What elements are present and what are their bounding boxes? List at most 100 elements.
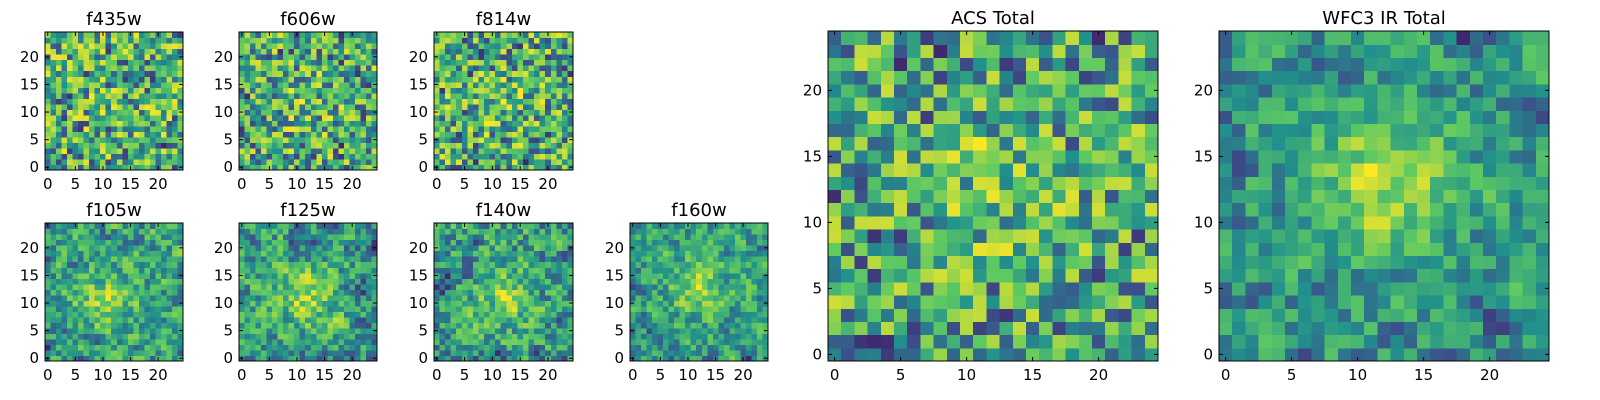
heatmap-cell — [72, 54, 79, 61]
heatmap-cell — [177, 322, 184, 329]
heatmap-cell — [144, 278, 151, 285]
heatmap-cell — [277, 103, 284, 110]
heatmap-cell — [729, 234, 736, 241]
heatmap-cell — [133, 54, 140, 61]
heatmap-cell — [933, 176, 948, 190]
heatmap-cell — [365, 114, 373, 121]
heatmap-cell — [450, 81, 457, 88]
heatmap-cell — [445, 261, 452, 268]
heatmap-cell — [332, 322, 339, 329]
heatmap-cell — [360, 349, 367, 357]
heatmap-cell — [500, 234, 507, 241]
heatmap-cell — [668, 245, 675, 252]
heatmap-cell — [679, 316, 686, 323]
heatmap-cell — [522, 245, 530, 252]
heatmap-cell — [261, 120, 268, 127]
heatmap-cell — [371, 87, 378, 94]
heatmap-cell — [149, 76, 156, 83]
heatmap-cell — [272, 37, 279, 44]
heatmap-cell — [277, 338, 284, 346]
heatmap-cell — [534, 305, 541, 312]
heatmap-cell — [349, 256, 356, 263]
heatmap-cell — [365, 136, 373, 143]
heatmap-cell — [250, 256, 257, 263]
heatmap-cell — [305, 338, 312, 346]
heatmap-cell — [495, 136, 502, 143]
heatmap-cell — [349, 81, 356, 88]
heatmap-cell — [83, 305, 90, 312]
heatmap-cell — [305, 59, 312, 66]
heatmap-cell — [528, 250, 535, 257]
heatmap-cell — [489, 142, 496, 149]
heatmap-cell — [663, 283, 670, 290]
heatmap-cell — [685, 311, 692, 318]
heatmap-cell — [122, 114, 129, 121]
heatmap-cell — [105, 349, 112, 357]
heatmap-cell — [266, 327, 273, 334]
heatmap-cell — [641, 234, 648, 241]
heatmap-cell — [239, 239, 246, 246]
heatmap-cell — [657, 256, 664, 263]
heatmap-cell — [72, 344, 79, 351]
heatmap-cell — [144, 300, 151, 307]
panel-title: f125w — [280, 200, 335, 221]
heatmap-cell — [338, 48, 345, 55]
heatmap-cell — [646, 338, 653, 346]
heatmap-cell — [78, 37, 85, 44]
heatmap-cell — [445, 87, 452, 94]
heatmap-cell — [138, 344, 145, 351]
heatmap-cell — [556, 87, 563, 94]
heatmap-cell — [484, 349, 491, 357]
heatmap-cell — [550, 76, 557, 83]
heatmap-cell — [83, 103, 90, 110]
heatmap-cell — [250, 245, 257, 252]
heatmap-cell — [61, 267, 68, 274]
heatmap-cell — [305, 316, 312, 323]
heatmap-cell — [1078, 163, 1093, 177]
heatmap-cell — [762, 223, 769, 230]
heatmap-cell — [343, 65, 350, 72]
heatmap-cell — [751, 278, 758, 285]
heatmap-cell — [327, 278, 334, 285]
heatmap-cell — [56, 65, 63, 72]
heatmap-cell — [456, 349, 463, 357]
heatmap-cell — [751, 267, 758, 274]
heatmap-cell — [116, 147, 123, 155]
heatmap-cell — [244, 305, 251, 312]
heatmap-cell — [745, 223, 753, 230]
heatmap-cell — [327, 349, 334, 357]
heatmap-cell — [933, 268, 948, 283]
heatmap-cell — [365, 120, 373, 127]
heatmap-cell — [456, 131, 463, 138]
heatmap-cell — [630, 228, 637, 235]
heatmap-cell — [272, 48, 279, 55]
heatmap-cell — [371, 76, 378, 83]
heatmap-cell — [439, 256, 446, 263]
heatmap-cell — [522, 289, 530, 296]
heatmap-cell — [127, 239, 134, 246]
heatmap-cell — [1105, 255, 1119, 270]
heatmap-cell — [745, 261, 753, 268]
heatmap-cell — [668, 316, 675, 323]
heatmap-cell — [138, 76, 145, 83]
heatmap-cell — [360, 43, 367, 50]
heatmap-cell — [641, 316, 648, 323]
heatmap-cell — [294, 289, 301, 296]
heatmap-cell — [472, 103, 480, 110]
heatmap-cell — [83, 87, 90, 94]
heatmap-cell — [327, 92, 334, 99]
heatmap-cell — [663, 316, 670, 323]
heatmap-cell — [310, 142, 317, 149]
heatmap-cell — [100, 70, 107, 77]
heatmap-cell — [894, 334, 908, 349]
x-tick-label: 15 — [706, 366, 725, 384]
heatmap-cell — [478, 223, 485, 230]
heatmap-cell — [641, 333, 648, 340]
heatmap-cell — [439, 234, 446, 241]
heatmap-cell — [349, 131, 356, 138]
heatmap-cell — [567, 289, 574, 296]
heatmap-cell — [556, 245, 563, 252]
heatmap-cell — [343, 311, 350, 318]
heatmap-cell — [445, 59, 452, 66]
heatmap-cell — [371, 120, 378, 127]
